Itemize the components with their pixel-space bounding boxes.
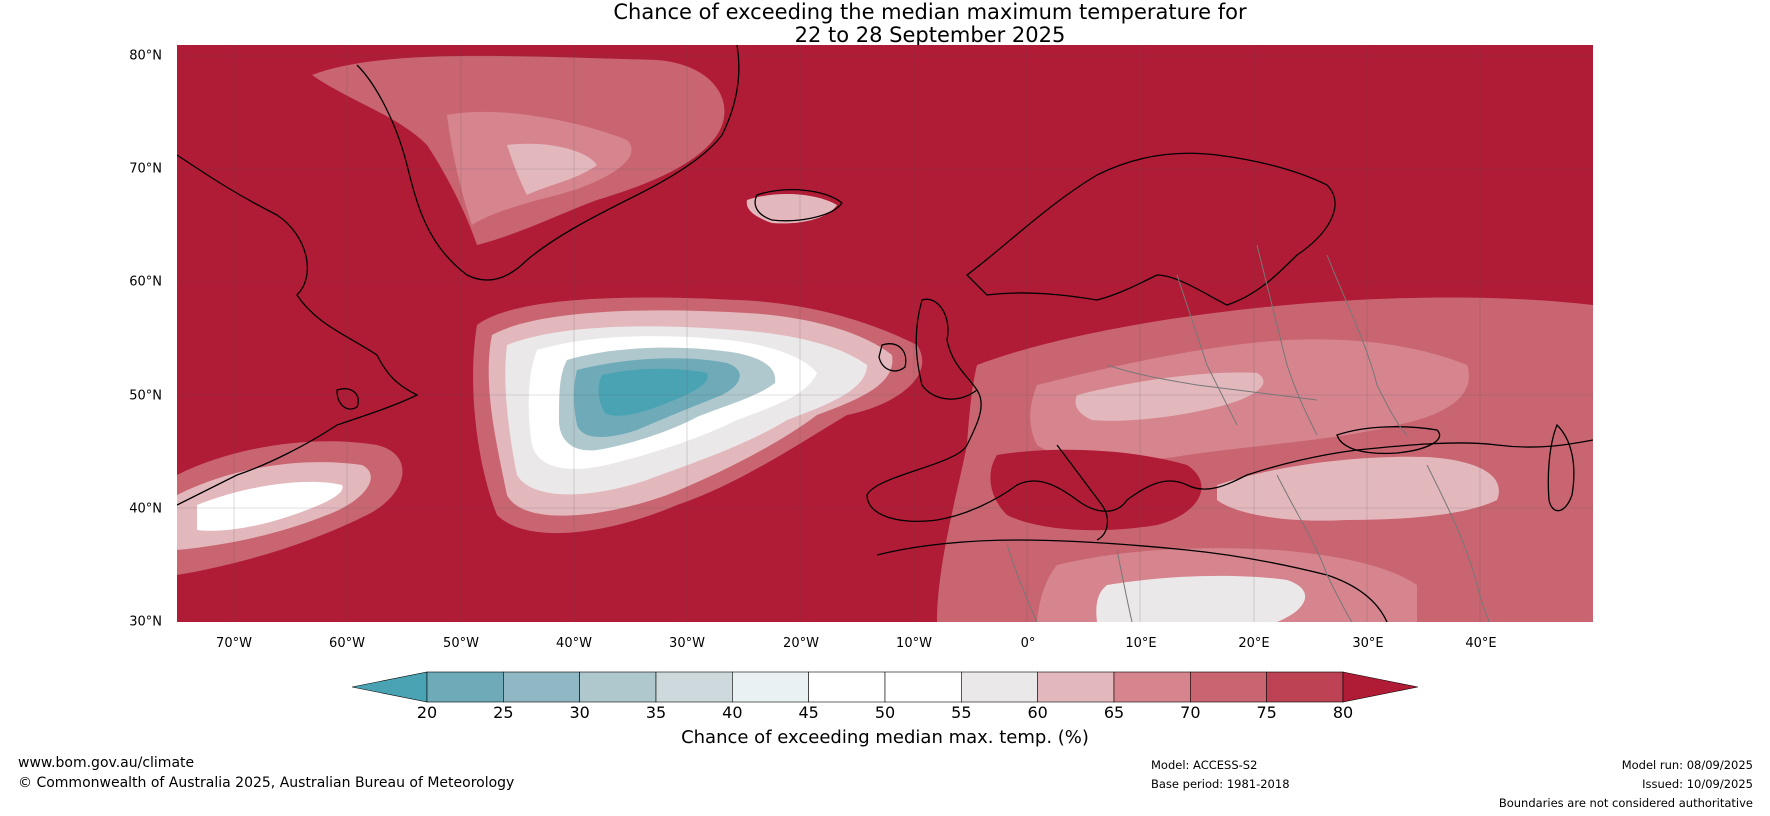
lon-label-10w: 10°W <box>896 636 932 651</box>
caspian-coast <box>1547 423 1575 512</box>
colorbar-tick-label: 30 <box>569 703 590 722</box>
colorbar-cell <box>503 671 580 703</box>
footer-model-run: Model run: 08/09/2025 <box>1621 758 1753 772</box>
colorbar-cell <box>655 671 733 703</box>
lon-label-40w: 40°W <box>556 636 592 651</box>
lon-label-60w: 60°W <box>329 636 365 651</box>
ireland-coast <box>878 343 907 372</box>
footer-disclaimer: Boundaries are not considered authoritat… <box>1498 796 1753 810</box>
border-5 <box>1276 474 1353 622</box>
colorbar-tick-label: 35 <box>645 703 667 722</box>
lat-label-70n: 70°N <box>129 161 162 177</box>
black-sea-coast <box>1336 426 1441 455</box>
lon-label-20e: 20°E <box>1238 636 1270 651</box>
colorbar-tick-label: 55 <box>951 703 972 722</box>
lon-label-40e: 40°E <box>1465 636 1497 651</box>
north-africa-neutral <box>1096 575 1306 622</box>
colorbar-cell <box>426 671 504 703</box>
footer-base-period: Base period: 1981-2018 <box>1151 777 1290 791</box>
iceland-coast <box>754 189 843 222</box>
border-7 <box>1006 544 1038 622</box>
colorbar-label: Chance of exceeding median max. temp. (%… <box>681 727 1089 748</box>
borders <box>1006 244 1490 622</box>
greenland-lighter <box>507 143 597 195</box>
footer-issued: Issued: 10/09/2025 <box>1642 777 1753 791</box>
lon-label-0: 0° <box>1020 636 1036 651</box>
colorbar-extend-high <box>1342 671 1418 703</box>
central-europe-light <box>1030 339 1469 462</box>
map-canvas <box>177 45 1593 622</box>
colorbar <box>352 671 1418 703</box>
colorbar-cell <box>884 671 962 703</box>
lon-label-10e: 10°E <box>1125 636 1157 651</box>
lat-label-40n: 40°N <box>129 501 162 517</box>
colorbar-tick-label: 60 <box>1027 703 1048 722</box>
lon-label-70w: 70°W <box>216 636 252 651</box>
colorbar-tick-label: 50 <box>874 703 896 722</box>
colorbar-cell <box>1190 671 1267 703</box>
colorbar-cell <box>961 671 1038 703</box>
map-title-line-1: Chance of exceeding the median maximum t… <box>613 0 1247 24</box>
footer-copyright: © Commonwealth of Australia 2025, Austra… <box>18 775 515 791</box>
colorbar-extend-low <box>352 671 428 703</box>
footer-model: Model: ACCESS-S2 <box>1151 758 1258 772</box>
lat-label-60n: 60°N <box>129 274 162 290</box>
canada-coast <box>177 154 419 506</box>
lon-label-20w: 20°W <box>783 636 819 651</box>
colorbar-tick-label: 20 <box>416 703 438 722</box>
greenland-coast <box>356 45 740 281</box>
colorbar-tick-label: 45 <box>798 703 819 722</box>
colorbar-tick-label: 80 <box>1332 703 1354 722</box>
atlantic-cool-core <box>598 368 708 416</box>
mediterranean-high <box>990 449 1202 531</box>
footer-website: www.bom.gov.au/climate <box>18 755 195 771</box>
colorbar-tick-label: 70 <box>1180 703 1201 722</box>
border-4 <box>1106 364 1318 401</box>
newfoundland-coast <box>336 388 359 410</box>
border-2 <box>1256 244 1318 436</box>
colorbar-cell <box>579 671 657 703</box>
italy-coast <box>1056 444 1109 541</box>
lat-label-80n: 80°N <box>129 48 162 64</box>
colorbar-tick-label: 25 <box>493 703 514 722</box>
colorbar-cell <box>1266 671 1344 703</box>
colorbar-cell <box>1113 671 1191 703</box>
border-6 <box>1426 464 1490 622</box>
colorbar-tick-label: 75 <box>1256 703 1277 722</box>
colorbar-cell <box>732 671 809 703</box>
sw-atlantic-white <box>197 481 343 531</box>
forecast-map <box>177 45 1593 622</box>
lon-label-30e: 30°E <box>1352 636 1384 651</box>
colorbar-tick-label: 65 <box>1103 703 1125 722</box>
colorbar-cell <box>1037 671 1115 703</box>
europe-south-coast <box>866 389 1593 522</box>
lon-label-30w: 30°W <box>669 636 705 651</box>
north-africa-coast <box>876 539 1388 622</box>
coastlines <box>177 45 1593 622</box>
scandinavia-coast <box>966 152 1336 306</box>
colorbar-tick-label: 40 <box>722 703 743 722</box>
iceland-light <box>746 193 837 224</box>
map-title-line-2: 22 to 28 September 2025 <box>794 23 1066 47</box>
lat-label-50n: 50°N <box>129 388 162 404</box>
graticule <box>177 45 1593 622</box>
turkey-light <box>1217 456 1499 521</box>
border-3 <box>1326 254 1408 436</box>
border-1 <box>1176 274 1238 426</box>
colorbar-cell <box>808 671 886 703</box>
lat-label-30n: 30°N <box>129 614 162 630</box>
lon-label-50w: 50°W <box>443 636 479 651</box>
border-8 <box>1116 549 1133 622</box>
